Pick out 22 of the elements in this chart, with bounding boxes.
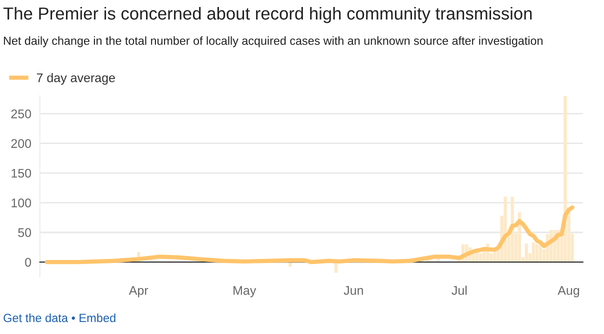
y-tick-label: 0 [25,258,32,267]
bar [479,253,482,262]
x-tick-label: Jun [344,286,363,295]
legend-label: 7 day average [36,73,115,85]
bar [532,242,536,262]
bar [504,196,507,262]
text: Get the data • Embed [4,313,116,322]
y-tick-label: 100 [12,198,32,208]
x-tick-label: May [234,286,256,298]
y-tick-label: 50 [18,228,32,238]
x-tick-label: Aug [558,286,580,298]
y-tick-label: 200 [11,139,32,148]
bar [524,244,528,262]
y-tick-label: 250 [11,109,32,118]
bar [535,244,539,262]
chart-subtitle: Net daily change in the total number of locally acquired cases with an unknown source after investigation [4,36,542,48]
y-tick-label: 150 [12,168,32,178]
bar [564,96,567,262]
x-tick-label: Apr [128,286,148,298]
line-series [44,205,574,264]
x-tick-label: Jul [452,286,467,295]
chart-title: The Premier is concerned about record high community transmission [3,6,532,24]
